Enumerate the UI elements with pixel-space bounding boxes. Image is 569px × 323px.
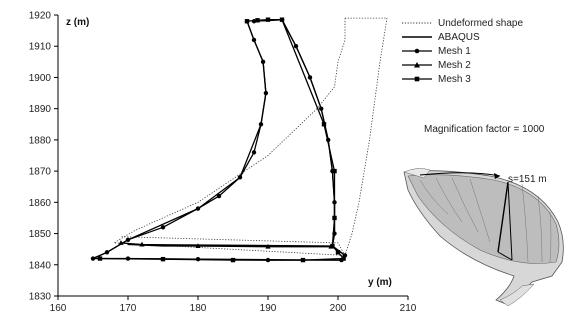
marker-4-4 xyxy=(321,122,327,127)
legend-undeformed-label: Undeformed shape xyxy=(438,18,523,29)
marker-3-2 xyxy=(195,243,201,249)
x-tick-label-4: 200 xyxy=(330,303,347,314)
marker-4-6 xyxy=(332,215,337,221)
marker-4-11 xyxy=(230,257,236,263)
marker-3-3 xyxy=(265,243,271,249)
x-tick-label-3: 190 xyxy=(260,303,277,314)
x-tick-label-2: 180 xyxy=(190,303,207,314)
marker-2-21 xyxy=(237,175,243,180)
x-tick-label-0: 160 xyxy=(50,303,67,314)
legend: Undeformed shape ABAQUS Mesh 1 Mesh 2 Me… xyxy=(402,18,523,85)
y-tick-label-8: 1910 xyxy=(29,42,52,53)
legend-mesh3-label: Mesh 3 xyxy=(438,74,471,85)
axis-ticks: 160 170 180 190 200 210 1830 1840 1850 1860 1870 18… xyxy=(29,11,417,315)
marker-3-0 xyxy=(118,240,124,245)
y-tick-label-9: 1920 xyxy=(29,11,52,22)
marker-2-20 xyxy=(216,193,222,199)
marker-2-26 xyxy=(251,37,257,43)
series-mesh-2 xyxy=(118,240,334,249)
magnification-note: Magnification factor = 1000 xyxy=(424,124,545,135)
marker-4-13 xyxy=(97,256,103,261)
y-tick-label-0: 1830 xyxy=(29,292,52,303)
x-axis-label: y (m) xyxy=(368,277,392,288)
marker-2-16 xyxy=(104,250,110,255)
legend-mesh2-label: Mesh 2 xyxy=(438,60,471,71)
marker-4-2 xyxy=(265,17,271,22)
marker-4-1 xyxy=(255,18,260,23)
marker-4-3 xyxy=(279,17,285,22)
marker-4-5 xyxy=(332,168,337,174)
series-mesh-3 xyxy=(97,17,346,263)
legend-mesh3-marker xyxy=(414,76,420,82)
marker-2-22 xyxy=(251,150,257,155)
y-tick-label-3: 1860 xyxy=(29,198,52,209)
y-tick-label-7: 1900 xyxy=(29,73,52,84)
series-undeformed-shape xyxy=(113,17,388,256)
y-tick-label-5: 1880 xyxy=(29,135,52,146)
legend-abaqus-label: ABAQUS xyxy=(438,32,480,43)
series-line-1 xyxy=(92,19,346,261)
series-mesh-1 xyxy=(90,17,348,263)
marker-2-3 xyxy=(307,75,313,80)
y-tick-label-1: 1840 xyxy=(29,260,52,271)
y-tick-label-6: 1890 xyxy=(29,104,52,115)
marker-4-10 xyxy=(300,257,306,263)
marker-3-1 xyxy=(139,241,145,247)
marker-2-24 xyxy=(263,90,269,96)
series-line-0 xyxy=(113,17,388,256)
marker-2-23 xyxy=(258,122,264,127)
marker-2-17 xyxy=(125,237,131,242)
marker-2-25 xyxy=(260,59,266,65)
y-tick-label-2: 1850 xyxy=(29,229,52,240)
marker-4-7 xyxy=(330,243,335,249)
legend-mesh2-marker xyxy=(414,62,420,68)
series-line-0-b xyxy=(120,236,346,256)
marker-2-15 xyxy=(90,256,96,261)
series-layer xyxy=(90,17,388,263)
marker-2-4 xyxy=(319,106,324,111)
marker-2-18 xyxy=(160,225,166,230)
legend-mesh1-label: Mesh 1 xyxy=(438,46,471,57)
marker-4-9 xyxy=(341,256,346,261)
marker-4-0 xyxy=(244,19,250,24)
marker-4-8 xyxy=(335,250,341,255)
inset-section-label: s=151 m xyxy=(508,174,547,185)
series-abaqus xyxy=(92,19,346,261)
series-line-2 xyxy=(92,19,346,261)
x-tick-label-5: 210 xyxy=(400,303,417,314)
x-tick-label-1: 170 xyxy=(120,303,137,314)
dam-inset-illustration xyxy=(403,168,564,307)
y-axis-label: z (m) xyxy=(66,17,89,28)
series-line-4 xyxy=(99,19,345,261)
marker-2-2 xyxy=(293,44,299,49)
marker-2-19 xyxy=(195,206,201,211)
marker-4-12 xyxy=(160,256,166,262)
legend-mesh1-marker xyxy=(414,48,420,54)
y-tick-label-4: 1870 xyxy=(29,167,52,178)
